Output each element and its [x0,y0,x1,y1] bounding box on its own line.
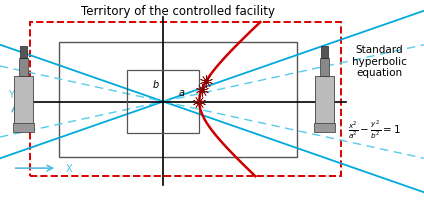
Text: b: b [153,80,159,90]
Bar [314,124,335,132]
Bar [321,47,328,59]
Text: a: a [178,88,184,98]
Text: Standard
hyperbolic
equation: Standard hyperbolic equation [352,45,407,78]
Text: X: X [66,163,73,173]
Bar [19,59,28,76]
Text: $\frac{x^2}{a^2} - \frac{y^2}{b^2} = 1$: $\frac{x^2}{a^2} - \frac{y^2}{b^2} = 1$ [348,118,400,141]
Bar [127,70,199,134]
Bar [30,22,341,176]
Bar [20,47,27,59]
Bar [320,59,329,76]
Bar [59,43,297,157]
Bar [14,76,33,125]
Text: Y: Y [8,90,14,100]
Bar [13,124,34,132]
Text: Territory of the controlled facility: Territory of the controlled facility [81,5,275,18]
Bar [315,76,334,125]
